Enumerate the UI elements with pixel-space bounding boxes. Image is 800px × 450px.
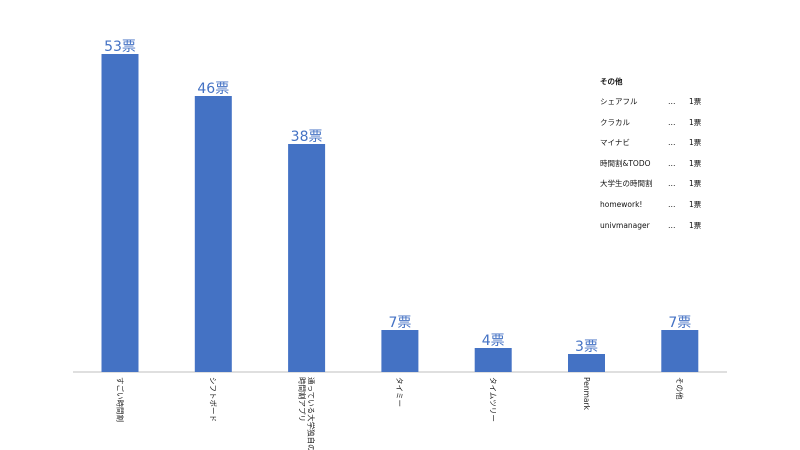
- category-label: タイムツリー: [489, 377, 498, 422]
- others-breakdown-box: その他 シェアフル … 1票 クラカル … 1票 マイナビ … 1票 時間割&T…: [600, 76, 730, 240]
- others-item: 時間割&TODO … 1票: [600, 158, 730, 170]
- others-box-title: その他: [600, 77, 623, 86]
- category-label: その他: [675, 377, 685, 400]
- others-item-dots: …: [668, 179, 676, 189]
- category-label: Penmark: [582, 377, 591, 411]
- others-item-count: 1票: [689, 158, 702, 168]
- category-label-line: 通っている大学独自の: [306, 377, 316, 450]
- bar-group: [101, 54, 699, 372]
- others-item-name: シェアフル: [600, 97, 638, 106]
- others-item-name: 大学生の時間割: [600, 179, 653, 189]
- bar: [661, 330, 699, 372]
- others-item-dots: …: [668, 138, 676, 148]
- bar-value-label: 53票: [104, 39, 136, 55]
- category-label: すごい時間割: [115, 377, 125, 422]
- others-item: シェアフル … 1票: [600, 96, 730, 108]
- category-label-line: すごい時間割: [115, 377, 125, 422]
- category-label: シフトボード: [209, 377, 218, 422]
- category-label: タイミー: [395, 377, 404, 407]
- others-item-name: クラカル: [600, 117, 630, 127]
- bar-value-label: 7票: [388, 315, 411, 331]
- category-label-line: その他: [675, 377, 685, 400]
- bar-value-label: 46票: [197, 81, 229, 97]
- category-label-line: Penmark: [582, 377, 591, 411]
- bar: [288, 144, 326, 372]
- others-item: マイナビ … 1票: [600, 137, 730, 149]
- others-item-dots: …: [668, 117, 676, 127]
- others-item-count: 1票: [689, 179, 702, 189]
- category-label-line: タイミー: [395, 377, 404, 407]
- others-item-name: univmanager: [600, 220, 650, 230]
- others-item-dots: …: [668, 199, 676, 209]
- others-item: homework! … 1票: [600, 199, 730, 211]
- others-item-count: 1票: [689, 97, 702, 106]
- others-item-dots: …: [668, 97, 676, 106]
- bar-value-label: 38票: [291, 129, 323, 145]
- others-item-dots: …: [668, 158, 676, 168]
- category-label-line: シフトボード: [209, 377, 218, 422]
- bar: [381, 330, 419, 372]
- bar: [101, 54, 139, 372]
- others-item: クラカル … 1票: [600, 117, 730, 129]
- bar: [474, 348, 512, 372]
- bar: [568, 354, 605, 372]
- others-item-name: homework!: [600, 199, 643, 209]
- others-item-count: 1票: [689, 138, 702, 148]
- others-item: 大学生の時間割 … 1票: [600, 178, 730, 190]
- bar: [194, 96, 232, 372]
- bar-value-label: 7票: [668, 315, 691, 331]
- others-item-dots: …: [668, 220, 676, 230]
- bar-value-label: 4票: [482, 333, 505, 349]
- others-item-name: マイナビ: [600, 138, 630, 148]
- category-label-line: 時間割アプリ: [297, 377, 307, 422]
- value-label-group: 53票 46票 38票 7票 4票 3票 7票: [104, 39, 691, 355]
- others-item-count: 1票: [689, 117, 702, 127]
- others-item-count: 1票: [689, 220, 702, 230]
- others-item-name: 時間割&TODO: [600, 158, 651, 168]
- category-label-line: タイムツリー: [489, 377, 498, 422]
- others-item: univmanager … 1票: [600, 220, 730, 232]
- others-item-count: 1票: [689, 199, 702, 209]
- bar-value-label: 3票: [575, 339, 598, 355]
